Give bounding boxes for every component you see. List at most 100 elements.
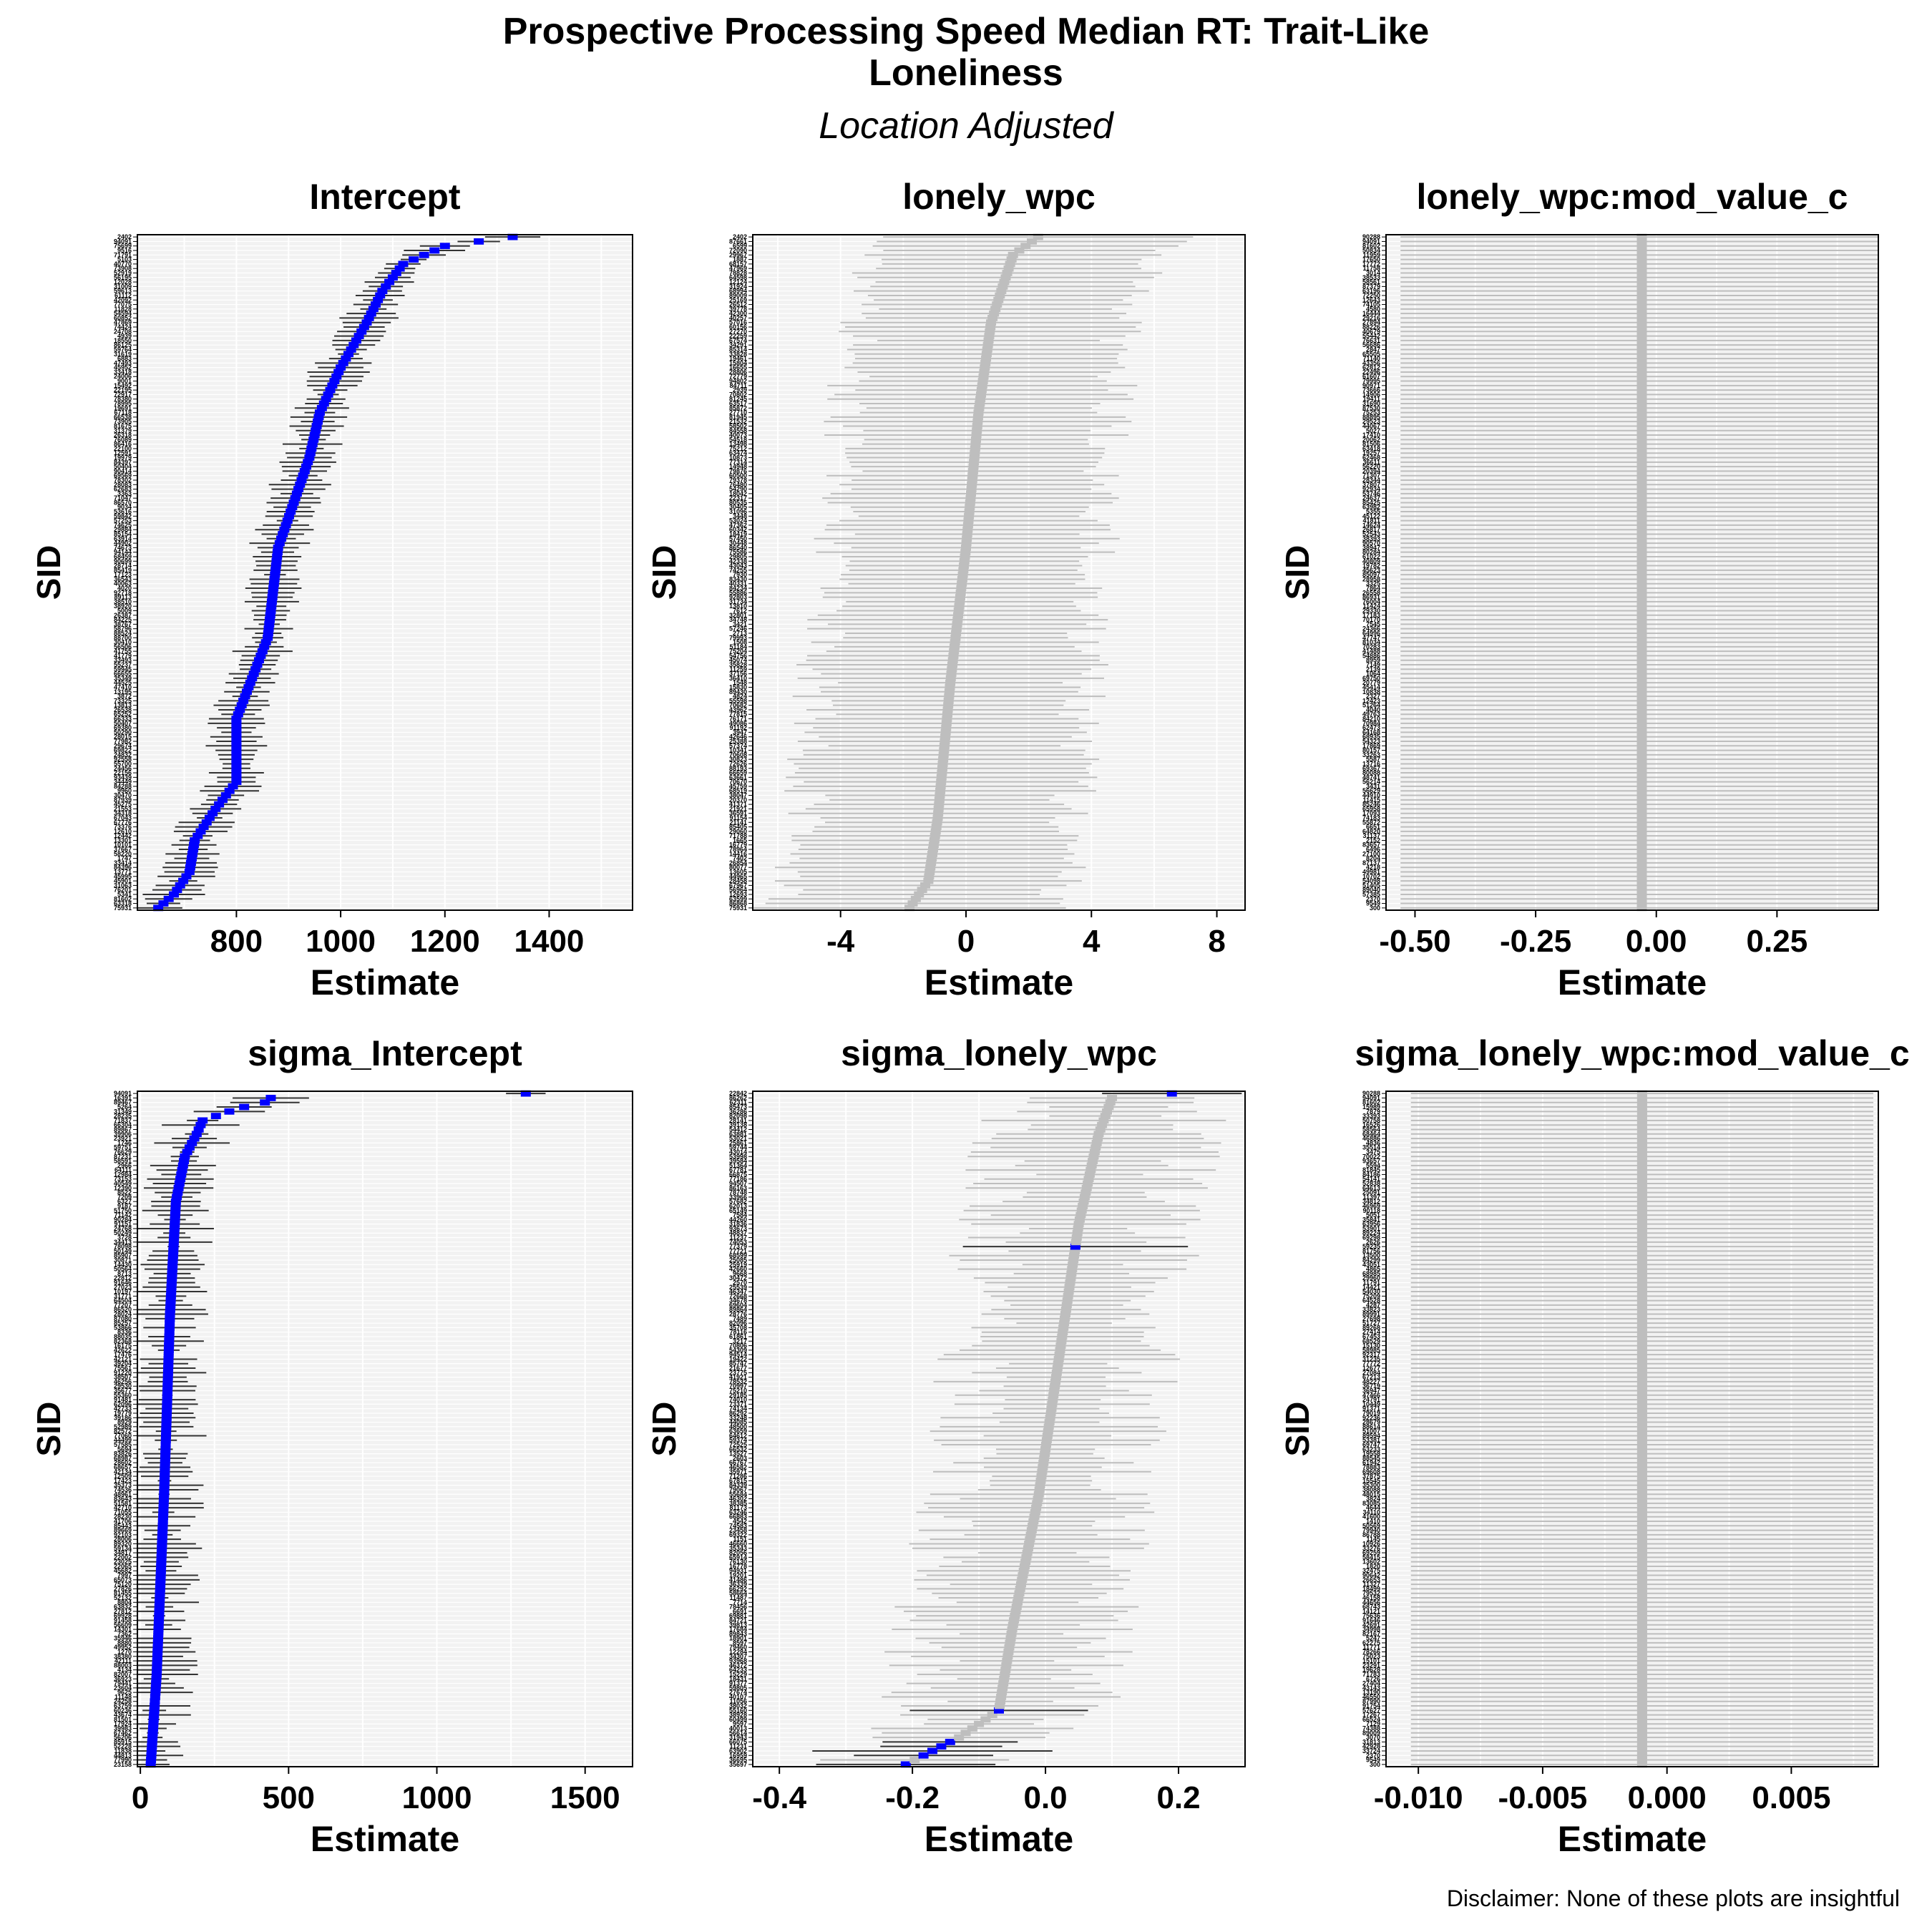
point-estimate bbox=[967, 467, 978, 474]
point-estimate bbox=[305, 449, 316, 457]
y-tick-label: 4939 bbox=[117, 333, 132, 340]
y-tick-label: 60342 bbox=[729, 526, 747, 533]
point-estimate bbox=[158, 900, 169, 907]
point-estimate bbox=[1636, 779, 1647, 786]
y-tick-label: 31771 bbox=[114, 1292, 132, 1299]
point-estimate bbox=[147, 1734, 158, 1741]
point-estimate bbox=[170, 1216, 180, 1223]
y-tick-label: 68464 bbox=[1362, 1131, 1380, 1138]
y-tick-label: 28776 bbox=[729, 1311, 747, 1318]
y-tick-label: 7209 bbox=[117, 1194, 132, 1201]
y-tick-label: 59805 bbox=[729, 1684, 747, 1692]
y-tick-label: 2570 bbox=[733, 1279, 747, 1286]
point-estimate bbox=[1636, 494, 1647, 502]
y-tick-label: 3448 bbox=[733, 512, 747, 519]
y-tick-label: 76130 bbox=[729, 1558, 747, 1566]
point-estimate bbox=[1033, 233, 1043, 240]
point-estimate bbox=[1636, 1441, 1647, 1448]
point-estimate bbox=[231, 774, 242, 781]
y-tick-label: 13771 bbox=[114, 869, 132, 876]
y-tick-label: 63196 bbox=[1362, 288, 1380, 295]
x-tick-label: 0.25 bbox=[1747, 924, 1808, 959]
point-estimate bbox=[1098, 1117, 1109, 1124]
y-tick-label: 4287 bbox=[1366, 1302, 1380, 1309]
point-estimate bbox=[307, 441, 318, 448]
point-estimate bbox=[1021, 1553, 1032, 1561]
point-estimate bbox=[1636, 1473, 1647, 1480]
point-estimate bbox=[1031, 1504, 1042, 1511]
point-estimate bbox=[1636, 1608, 1647, 1615]
point-estimate bbox=[927, 855, 937, 862]
y-tick-label: 1151 bbox=[733, 1536, 747, 1543]
y-tick-label: 67213 bbox=[1362, 1374, 1380, 1381]
y-tick-label: 25091 bbox=[1362, 1189, 1380, 1196]
y-tick-label: 1887 bbox=[733, 256, 747, 263]
point-estimate bbox=[1636, 594, 1647, 601]
y-tick-label: 76004 bbox=[1362, 598, 1380, 605]
point-estimate bbox=[1636, 562, 1647, 569]
panel-border bbox=[137, 1091, 633, 1767]
point-estimate bbox=[927, 850, 938, 857]
point-estimate bbox=[1636, 1581, 1647, 1588]
point-estimate bbox=[1636, 1410, 1647, 1417]
y-tick-label: 64111 bbox=[114, 1166, 132, 1174]
point-estimate bbox=[204, 814, 215, 821]
point-estimate bbox=[1063, 1288, 1074, 1295]
y-tick-label: 78883 bbox=[1362, 1463, 1380, 1470]
y-tick-label: 25169 bbox=[729, 296, 747, 303]
y-tick-label: 69881 bbox=[729, 1612, 747, 1619]
point-estimate bbox=[1085, 1166, 1096, 1174]
point-estimate bbox=[970, 441, 981, 448]
point-estimate bbox=[1048, 1392, 1059, 1399]
y-tick-label: 63474 bbox=[729, 449, 747, 457]
y-tick-label: 36611 bbox=[1362, 459, 1380, 466]
point-estimate bbox=[152, 1644, 163, 1651]
point-estimate bbox=[1636, 1725, 1647, 1732]
figure-subtitle: Location Adjusted bbox=[819, 105, 1113, 147]
point-estimate bbox=[982, 346, 992, 353]
y-tick-label: 26854 bbox=[729, 859, 747, 867]
y-tick-label: 44525 bbox=[114, 679, 132, 686]
point-estimate bbox=[1636, 1752, 1647, 1759]
y-tick-label: 9549 bbox=[1366, 1757, 1380, 1764]
point-estimate bbox=[1076, 1207, 1087, 1214]
point-estimate bbox=[214, 801, 225, 808]
y-tick-label: 72090 bbox=[729, 247, 747, 254]
point-estimate bbox=[1029, 1513, 1040, 1521]
point-estimate bbox=[1636, 1158, 1647, 1164]
point-estimate bbox=[1054, 1351, 1065, 1358]
point-estimate bbox=[939, 747, 950, 753]
point-estimate bbox=[336, 364, 346, 371]
point-estimate bbox=[1636, 589, 1647, 596]
y-tick-label: 50407 bbox=[114, 720, 132, 727]
point-estimate bbox=[960, 553, 970, 560]
y-tick-label: 40770 bbox=[114, 260, 132, 268]
point-estimate bbox=[255, 653, 266, 659]
point-estimate bbox=[1636, 431, 1647, 439]
x-tick-label: -0.2 bbox=[885, 1780, 940, 1815]
point-estimate bbox=[151, 1680, 162, 1687]
point-estimate bbox=[1636, 1248, 1647, 1254]
point-estimate bbox=[932, 819, 942, 826]
y-tick-label: 63233 bbox=[1362, 1445, 1380, 1453]
y-tick-label: 90288 bbox=[1362, 1090, 1380, 1097]
point-estimate bbox=[975, 400, 985, 407]
point-estimate bbox=[1636, 315, 1647, 321]
point-estimate bbox=[1636, 1545, 1647, 1552]
y-tick-label: 8929 bbox=[117, 1419, 132, 1426]
y-tick-label: 39204 bbox=[114, 1360, 132, 1367]
point-estimate bbox=[308, 436, 319, 443]
y-tick-label: 30472 bbox=[729, 1274, 747, 1282]
y-tick-label: 81945 bbox=[729, 414, 747, 421]
point-estimate bbox=[941, 720, 952, 727]
point-estimate bbox=[1636, 1117, 1647, 1124]
y-tick-label: 24708 bbox=[114, 328, 132, 335]
point-estimate bbox=[1636, 1180, 1647, 1187]
point-estimate bbox=[185, 864, 195, 871]
y-tick-label: 94091 bbox=[1362, 238, 1380, 245]
point-estimate bbox=[290, 494, 301, 502]
point-estimate bbox=[1055, 1347, 1065, 1354]
point-estimate bbox=[158, 1509, 169, 1516]
point-estimate bbox=[1636, 1131, 1647, 1138]
y-tick-label: 83085 bbox=[1362, 1500, 1380, 1507]
